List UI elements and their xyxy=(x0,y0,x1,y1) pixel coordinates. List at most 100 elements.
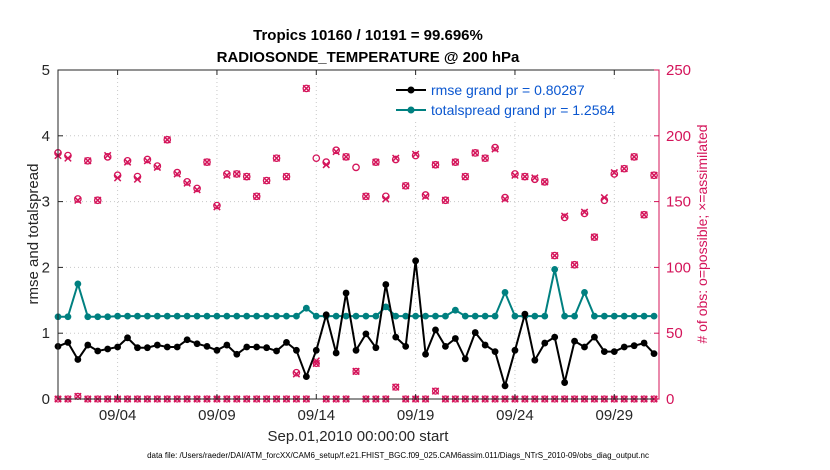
totalspread-point xyxy=(451,306,459,314)
y2-tick-label-1: 50 xyxy=(666,325,683,342)
rmse-point xyxy=(213,346,221,354)
obs-possible-marker xyxy=(173,168,182,177)
obs-possible-marker xyxy=(272,154,281,163)
legend-rmse-marker xyxy=(407,86,415,94)
obs-possible-marker xyxy=(570,260,579,269)
totalspread-point xyxy=(591,312,598,320)
legend: rmse grand pr = 0.80287 totalspread gran… xyxy=(390,79,650,121)
obs-assimilated-marker xyxy=(441,196,450,205)
obs-assimilated-marker xyxy=(143,157,152,165)
obs-assimilated-marker xyxy=(64,154,72,162)
totalspread-point xyxy=(571,312,578,320)
totalspread-point xyxy=(392,312,400,320)
totalspread-point xyxy=(481,312,489,320)
rmse-point xyxy=(183,336,191,344)
totalspread-point xyxy=(312,312,320,320)
rmse-point xyxy=(451,335,459,342)
obs-possible-marker xyxy=(451,158,460,166)
obs-assimilated-marker xyxy=(183,179,191,187)
rmse-point xyxy=(94,347,102,355)
totalspread-point xyxy=(263,312,271,320)
rmse-point xyxy=(322,311,330,319)
obs-assimilated-marker xyxy=(272,154,281,162)
obs-possible-marker xyxy=(560,213,569,222)
obs-possible-marker xyxy=(223,170,231,178)
obs-possible-marker xyxy=(590,233,599,241)
obs-assimilated-marker xyxy=(292,370,301,378)
obs-possible-marker xyxy=(153,162,162,170)
rmse-point xyxy=(600,348,608,356)
obs-assimilated-marker xyxy=(461,172,470,181)
totalspread-point xyxy=(650,312,658,320)
obs-assimilated-marker xyxy=(451,158,460,166)
totalspread-point xyxy=(630,312,638,320)
legend-rmse-label: rmse grand pr = 0.80287 xyxy=(431,82,585,98)
x-tick-label-2: 09/14 xyxy=(298,407,336,424)
totalspread-point xyxy=(243,312,251,320)
rmse-point xyxy=(223,341,231,349)
rmse-point xyxy=(571,337,578,345)
obs-assimilated-marker xyxy=(511,171,519,180)
rmse-point xyxy=(104,345,112,353)
obs-assimilated-marker xyxy=(173,170,181,178)
y-axis-label: rmse and totalspread xyxy=(25,164,42,305)
totalspread-point xyxy=(104,313,112,321)
rmse-point xyxy=(561,379,569,386)
obs-possible-marker xyxy=(421,191,430,199)
totalspread-point xyxy=(352,312,360,320)
y2-axis-label: # of obs: o=possible; ×=assimilated xyxy=(694,124,710,343)
totalspread-point xyxy=(134,312,141,320)
obs-assimilated-marker xyxy=(223,171,231,180)
obs-assimilated-marker xyxy=(521,172,529,181)
obs-possible-marker xyxy=(580,209,589,218)
obs-assimilated-marker xyxy=(630,153,638,161)
y2-tick-label-3: 150 xyxy=(666,194,691,211)
totalspread-point xyxy=(620,312,628,320)
y-tick-label-5: 5 xyxy=(42,62,50,79)
totalspread-point xyxy=(213,312,221,320)
obs-possible-marker xyxy=(163,135,172,144)
rmse-point xyxy=(501,382,509,390)
obs-assimilated-marker xyxy=(541,178,549,186)
x-tick-label-0: 09/04 xyxy=(99,407,137,424)
totalspread-point xyxy=(382,303,390,311)
totalspread-point xyxy=(273,312,280,320)
totalspread-point xyxy=(74,280,82,288)
totalspread-point xyxy=(283,312,290,320)
rmse-point xyxy=(531,356,539,364)
totalspread-point xyxy=(94,313,102,321)
y-tick-label-4: 4 xyxy=(42,128,50,145)
rmse-point xyxy=(461,355,469,363)
obs-assimilated-marker xyxy=(481,154,489,162)
obs-possible-marker xyxy=(74,195,82,203)
rmse-point xyxy=(650,350,658,357)
totalspread-point xyxy=(471,312,479,320)
totalspread-point xyxy=(153,312,161,320)
obs-assimilated-marker xyxy=(113,174,122,182)
y2-tick-label-2: 100 xyxy=(666,259,691,276)
obs-assimilated-marker xyxy=(302,84,311,93)
obs-assimilated-marker xyxy=(262,176,271,185)
obs-possible-marker xyxy=(401,181,410,190)
obs-possible-marker xyxy=(362,192,370,201)
rmse-point xyxy=(302,373,310,381)
rmse-point xyxy=(332,349,340,357)
rmse-point xyxy=(173,343,181,351)
obs-assimilated-marker xyxy=(233,170,241,178)
rmse-point xyxy=(352,346,360,354)
obs-assimilated-marker xyxy=(501,195,509,203)
obs-possible-marker xyxy=(352,163,360,172)
obs-assimilated-marker xyxy=(252,192,261,201)
obs-possible-marker xyxy=(550,251,559,260)
totalspread-point xyxy=(372,312,380,320)
obs-possible-marker xyxy=(232,170,241,178)
obs-possible-marker xyxy=(640,210,648,219)
rmse-point xyxy=(243,343,251,351)
rmse-point xyxy=(203,342,211,350)
rmse-point xyxy=(640,339,648,347)
obs-possible-marker xyxy=(193,184,201,193)
obs-possible-marker xyxy=(302,84,311,93)
obs-assimilated-marker xyxy=(103,151,112,160)
obs-possible-marker xyxy=(332,146,340,155)
obs-possible-marker xyxy=(540,178,549,186)
